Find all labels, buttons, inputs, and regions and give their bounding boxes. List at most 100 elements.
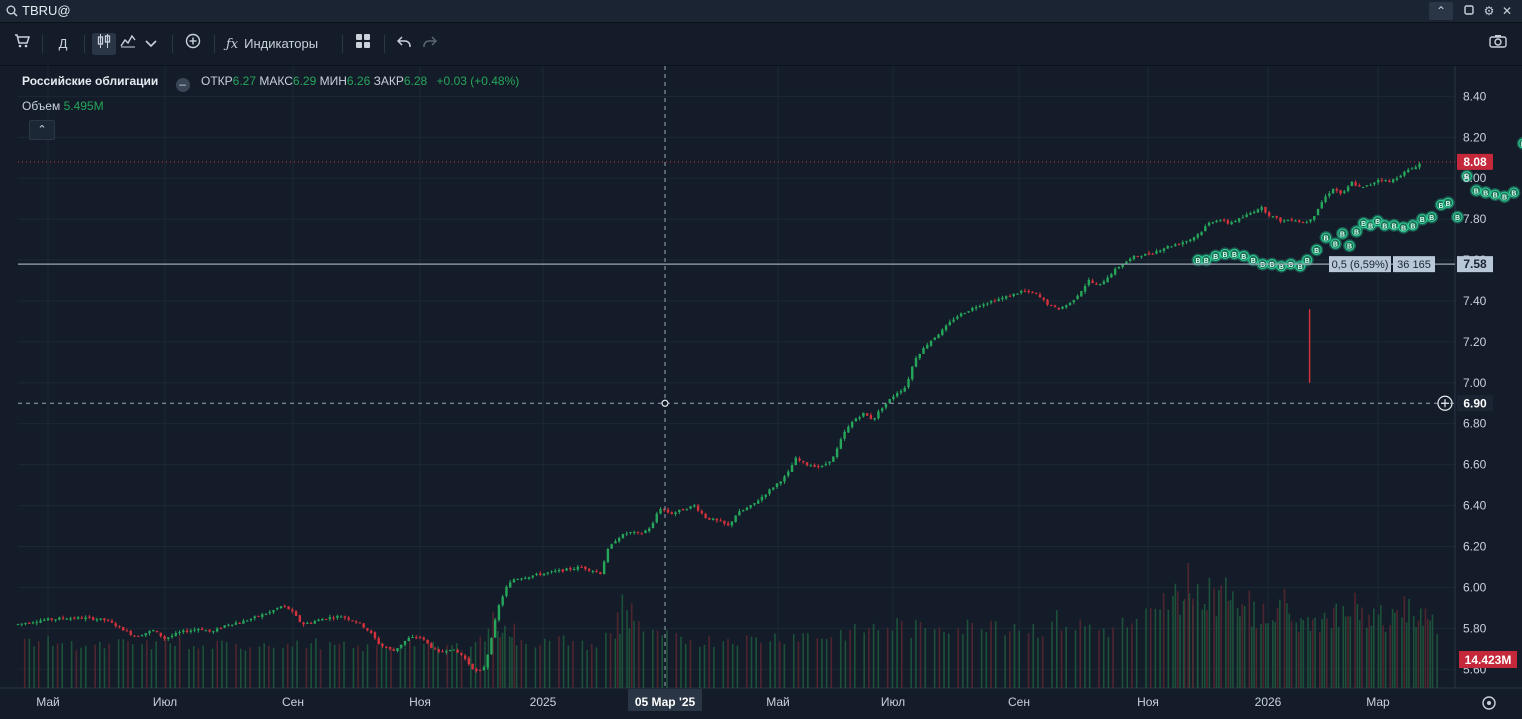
candle-body [535,573,538,575]
collapse-legend-button[interactable]: ⌃ [29,120,55,140]
indicators-button[interactable]: ƒx Индикаторы [226,33,334,55]
volume-bar [427,640,430,688]
fx-icon: ƒx [226,37,239,52]
volume-bar [1396,609,1399,688]
chevron-down-icon[interactable] [142,33,160,55]
volume-bar [376,645,378,688]
volume-bar [178,635,181,688]
volume-bar [1365,627,1368,688]
candle-body [1038,294,1042,298]
volume-bar [1149,608,1152,688]
candle-body [907,379,910,388]
volume-bar [1196,600,1199,688]
candle-body [1252,211,1256,214]
volume-bar [390,646,392,688]
candle-body [358,622,362,624]
volume-bar [760,643,762,688]
volume-bar [169,643,172,688]
symbol-search[interactable]: TBRU@ [6,3,71,18]
undo-icon[interactable] [394,33,414,55]
volume-bar [1176,591,1179,688]
candle-body [704,513,707,518]
gear-icon[interactable]: ⚙ [1483,4,1495,18]
signal-letter: B [1260,262,1265,269]
candle-body [595,571,598,573]
volume-bar [1065,626,1067,688]
candle-body [610,544,613,549]
camera-icon[interactable] [1486,33,1510,55]
candle-body [1309,219,1312,222]
candle-body [993,300,997,302]
volume-bar [1412,615,1415,688]
volume-bar [616,612,619,688]
volume-bar [80,647,82,688]
candle-body [659,509,662,514]
signal-letter: B [1502,195,1507,202]
candles-icon[interactable] [92,33,116,55]
candle-body [802,461,805,463]
candle-body [565,568,568,571]
volume-legend: Объем 5.495M [22,99,104,113]
volume-bar [1326,618,1328,688]
cart-icon[interactable] [10,33,34,55]
candle-body [948,321,952,326]
candle-body [708,517,711,520]
candle-body [155,630,159,633]
candle-body [381,643,384,647]
candle-body [73,617,76,619]
hide-series-icon[interactable]: – [175,78,190,92]
volume-bar [1300,618,1302,688]
chart-type-icon[interactable] [118,33,138,55]
time-axis[interactable]: Май Июл Сен Ноя 2025 Май Июл Сен Ноя 2026 Мар [36,695,1390,709]
candle-body [463,655,467,659]
candle-body [80,617,84,619]
time-tick-label: Ноя [1137,695,1159,709]
candle-body [1031,291,1034,294]
candle-body [133,635,136,637]
volume-bar [174,645,176,688]
volume-bar [816,637,819,688]
candle-body [1388,180,1391,183]
redo-icon[interactable] [420,33,440,55]
candle-body [941,329,944,335]
price-axis[interactable]: 8.408.208.007.807.607.407.207.006.806.60… [1463,89,1487,676]
volume-bar [825,639,828,688]
price-chart[interactable]: BBBBBBBBBBBBBBBBBBBBBBBBBBBBBBBBBBBBBBBB… [0,66,1522,719]
candle-body [118,625,121,627]
candle-body [760,496,764,501]
candle-body [182,630,185,633]
candle-body [745,507,749,511]
price-tick-label: 6.80 [1463,417,1487,431]
volume-bar [244,650,247,688]
volume-bar [75,650,78,688]
volume-bar [783,644,786,688]
signal-marker [1480,187,1491,198]
add-circle-icon[interactable] [182,33,204,55]
maximize-icon[interactable] [1460,2,1478,20]
period-button[interactable]: Д [58,36,68,51]
candle-body [516,579,519,581]
grid-icon[interactable] [352,33,374,55]
volume-bar [621,594,624,688]
volume-bar [590,643,593,688]
candle-body [741,510,745,512]
candle-body [193,629,196,631]
volume-bar [1121,617,1124,688]
volume-bar [1102,628,1105,688]
volume-bar [868,628,870,688]
volume-bar [666,630,668,688]
volume-bar [534,647,537,688]
volume-bar [1344,616,1347,688]
candle-body [512,579,516,583]
candle-body [1008,295,1012,297]
volume-bar [1088,624,1091,688]
candle-body [1358,185,1361,187]
volume-bar [1248,590,1251,688]
volume-bar [141,644,143,688]
candle-body [493,619,497,638]
signal-letter: B [1483,191,1488,198]
volume-bar [188,649,190,688]
chevron-up-icon[interactable]: ⌃ [1429,2,1453,20]
toolbar-divider [384,35,385,53]
close-icon[interactable]: ✕ [1501,4,1513,18]
